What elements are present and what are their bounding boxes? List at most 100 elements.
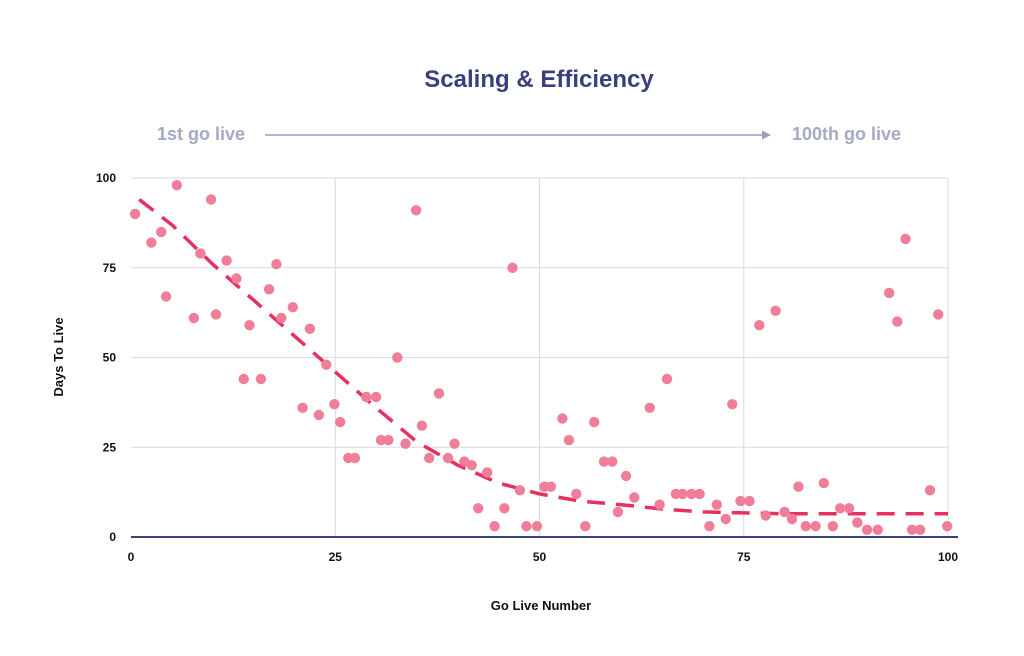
data-point xyxy=(370,391,382,403)
data-point xyxy=(400,438,411,449)
data-point xyxy=(442,452,454,464)
x-tick-label: 25 xyxy=(329,550,343,564)
data-point xyxy=(557,413,568,424)
data-point xyxy=(231,273,242,284)
data-point xyxy=(545,481,557,492)
data-point xyxy=(361,391,372,403)
data-point xyxy=(335,416,346,428)
data-point xyxy=(852,517,863,528)
data-point xyxy=(321,359,332,370)
data-point xyxy=(521,521,532,532)
data-point xyxy=(924,485,936,496)
data-point xyxy=(872,524,883,535)
data-point xyxy=(563,434,575,446)
gridlines xyxy=(131,177,949,537)
data-point xyxy=(735,495,746,507)
trend-line xyxy=(138,198,948,516)
data-point xyxy=(499,503,510,514)
data-point xyxy=(392,352,403,363)
x-tick-label: 100 xyxy=(938,550,958,564)
data-point xyxy=(843,503,855,514)
data-point xyxy=(598,456,610,467)
journey-banner: 1st go live 100th go live xyxy=(157,124,901,144)
data-point xyxy=(704,521,715,532)
x-tick-label: 75 xyxy=(737,550,751,564)
data-point xyxy=(329,399,340,410)
data-point xyxy=(514,485,526,496)
chart-title: Scaling & Efficiency xyxy=(424,66,654,93)
data-point xyxy=(884,287,895,299)
data-point xyxy=(473,503,484,514)
data-point xyxy=(424,452,435,464)
data-point xyxy=(297,402,308,413)
data-point xyxy=(171,180,182,191)
data-point xyxy=(720,513,731,525)
data-point xyxy=(800,521,811,532)
data-point xyxy=(810,521,821,532)
data-point xyxy=(571,488,582,500)
data-point xyxy=(754,320,765,331)
data-point xyxy=(129,208,141,220)
data-point xyxy=(686,488,697,500)
data-point xyxy=(861,524,873,535)
y-axis-title: Days To Live xyxy=(51,317,66,396)
x-tick-label: 0 xyxy=(128,550,135,564)
tick-labels: 0 25 50 75 100 0 25 50 75 100 xyxy=(96,171,958,564)
y-tick-label: 75 xyxy=(103,261,117,275)
data-point xyxy=(942,521,953,532)
data-point xyxy=(818,477,829,489)
data-point xyxy=(160,291,172,302)
data-point xyxy=(375,434,387,446)
data-point xyxy=(661,373,673,385)
data-point xyxy=(620,470,632,482)
data-point xyxy=(263,284,275,295)
journey-end-label: 100th go live xyxy=(792,124,901,144)
data-point xyxy=(146,237,157,248)
data-point xyxy=(760,510,771,521)
y-tick-label: 0 xyxy=(109,530,116,544)
data-point xyxy=(205,194,217,205)
data-point xyxy=(607,456,618,467)
data-point xyxy=(238,373,249,385)
data-point xyxy=(489,521,500,532)
data-point xyxy=(629,492,640,503)
x-tick-label: 50 xyxy=(533,550,547,564)
data-point xyxy=(694,488,705,500)
data-point xyxy=(383,434,394,446)
data-point xyxy=(244,320,255,331)
data-point xyxy=(255,373,267,385)
data-point xyxy=(779,506,790,518)
data-point xyxy=(654,499,665,510)
data-point xyxy=(210,309,222,320)
data-point xyxy=(466,460,477,471)
data-point xyxy=(313,409,325,421)
scatter-points xyxy=(129,180,953,535)
y-tick-label: 100 xyxy=(96,171,116,185)
data-point xyxy=(644,402,655,413)
data-point xyxy=(221,255,232,266)
data-point xyxy=(449,438,460,449)
data-point xyxy=(276,312,287,324)
data-point xyxy=(770,305,781,316)
data-point xyxy=(906,524,918,535)
data-point xyxy=(188,312,200,324)
data-point xyxy=(827,521,838,532)
data-point xyxy=(482,467,493,478)
data-point xyxy=(915,524,926,535)
data-point xyxy=(677,488,688,500)
data-point xyxy=(589,416,600,428)
data-point xyxy=(349,452,361,464)
x-axis-title: Go Live Number xyxy=(491,598,591,613)
y-tick-label: 50 xyxy=(103,351,117,365)
data-point xyxy=(900,233,911,245)
journey-arrow-icon xyxy=(762,130,771,140)
data-point xyxy=(711,499,722,510)
data-point xyxy=(727,399,738,410)
data-point xyxy=(793,481,804,492)
data-point xyxy=(786,513,798,525)
data-point xyxy=(410,205,422,216)
data-point xyxy=(612,506,624,518)
data-point xyxy=(416,420,428,431)
y-tick-label: 25 xyxy=(103,440,117,454)
data-point xyxy=(933,309,944,320)
